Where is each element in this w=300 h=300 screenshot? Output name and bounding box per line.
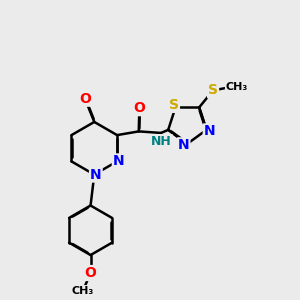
Text: N: N [204, 124, 215, 138]
Text: CH₃: CH₃ [226, 82, 248, 92]
Text: O: O [79, 92, 91, 106]
Text: NH: NH [151, 135, 172, 148]
Text: N: N [113, 154, 124, 168]
Text: O: O [85, 266, 97, 280]
Text: S: S [208, 83, 218, 98]
Text: CH₃: CH₃ [72, 286, 94, 296]
Text: S: S [169, 98, 179, 112]
Text: N: N [178, 138, 189, 152]
Text: N: N [90, 168, 102, 182]
Text: O: O [134, 101, 145, 115]
